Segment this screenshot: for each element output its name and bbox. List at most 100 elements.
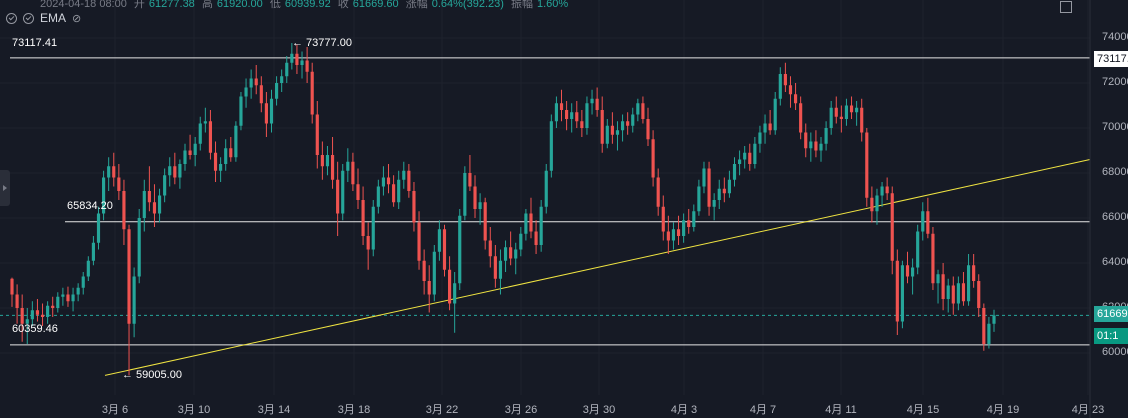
y-tick-label: 60000 (1102, 346, 1128, 358)
visibility-off-icon[interactable]: ⊘ (72, 12, 82, 25)
candle-body (173, 166, 177, 178)
candle-body (249, 78, 253, 88)
ohlc-header: 2024-04-18 08:00 开 61277.38 高 61920.00 低 60… (0, 0, 1090, 12)
candle-body (631, 114, 635, 126)
candle-body (722, 188, 726, 194)
candle-body (875, 195, 879, 212)
candle-body (142, 191, 146, 218)
candle-body (712, 200, 716, 207)
candle-body (432, 251, 436, 295)
candle-body (46, 305, 50, 317)
candle-body (376, 186, 380, 207)
candle-body (208, 121, 213, 153)
y-tick-label: 66000 (1102, 211, 1128, 223)
side-panel-toggle[interactable] (0, 170, 10, 206)
candle-body (386, 177, 391, 185)
candle-body (656, 177, 660, 207)
candle-body (239, 96, 243, 126)
x-tick-label: 3月 18 (337, 404, 371, 416)
candle-body (849, 105, 854, 113)
x-tick-label: 4月 3 (670, 404, 698, 416)
candle-body (25, 319, 29, 324)
candle-body (351, 161, 355, 185)
high-label: 高 (201, 0, 213, 10)
x-tick-label: 3月 22 (425, 404, 459, 416)
layout-menu-icon[interactable] (1060, 1, 1072, 13)
low-annotation: ← 59005.00 (122, 369, 182, 381)
open-value: 61277.38 (148, 0, 195, 10)
candle-body (595, 98, 599, 110)
candle-body (987, 323, 991, 344)
x-tick-label: 4月 11 (825, 404, 857, 416)
candle-body (320, 155, 324, 167)
candle-body (219, 164, 223, 171)
candle-body (295, 53, 299, 65)
candle-body (651, 139, 655, 178)
grid (0, 0, 1090, 395)
amp-label: 振幅 (510, 0, 533, 10)
candle-body (860, 107, 864, 133)
candle-body (463, 173, 467, 216)
high-value: 61920.00 (216, 0, 263, 10)
low-label: 低 (269, 0, 281, 10)
candle-body (809, 141, 813, 149)
level-label-top: 73117.41 (12, 37, 58, 49)
candle-body (102, 177, 106, 214)
x-tick-label: 3月 14 (257, 404, 291, 416)
candle-body (676, 229, 681, 236)
y-tick-label: 64000 (1102, 256, 1128, 268)
candle-body (371, 206, 375, 250)
indicator-check-icon[interactable] (23, 12, 34, 24)
candle-body (198, 123, 202, 144)
candle-body (697, 186, 701, 212)
candle-body (646, 119, 650, 140)
indicator-name[interactable]: EMA (40, 11, 67, 25)
candle-body (20, 308, 24, 324)
candle-body (788, 85, 793, 95)
candle-body (834, 107, 838, 117)
candle-body (961, 283, 966, 302)
candle-body (605, 125, 609, 144)
last-price-box: 61669.60 (1094, 306, 1128, 322)
candle-body (727, 179, 731, 194)
candle-body (600, 110, 604, 144)
candle-body (941, 274, 945, 299)
candle-body (519, 233, 523, 250)
candle-body (346, 161, 350, 171)
candle-body (71, 294, 75, 302)
candle-body (315, 114, 319, 155)
candle-body (473, 186, 477, 209)
candle-body (682, 220, 686, 236)
candle-body (152, 202, 157, 214)
candle-body (66, 294, 70, 302)
candle-body (229, 148, 233, 158)
open-label: 开 (133, 0, 145, 10)
collapse-check-icon[interactable] (6, 12, 17, 24)
x-tick-label: 3月 30 (582, 404, 616, 416)
candle-body (534, 231, 538, 245)
candle-body (570, 112, 574, 119)
x-tick-label: 3月 10 (177, 404, 211, 416)
candle-body (91, 242, 95, 261)
candle-body (336, 179, 340, 214)
candle-body (865, 132, 869, 198)
x-tick-label: 4月 19 (986, 404, 1020, 416)
candle-body (661, 206, 665, 232)
candle-body (290, 53, 294, 63)
candle-body (687, 220, 691, 227)
candle-body (478, 202, 482, 209)
candle-body (921, 211, 925, 232)
candle-body (397, 179, 401, 203)
candle-body (905, 265, 910, 277)
candle-body (743, 152, 747, 160)
candle-body (539, 206, 543, 245)
candle-body (799, 103, 803, 133)
candle-body (773, 98, 777, 131)
candle-body (804, 132, 808, 149)
candle-body (549, 121, 553, 171)
y-tick-label: 74000 (1102, 31, 1128, 43)
y-tick-label: 68000 (1102, 166, 1128, 178)
x-tick-label: 4月 15 (906, 404, 940, 416)
candle-body (931, 233, 935, 284)
